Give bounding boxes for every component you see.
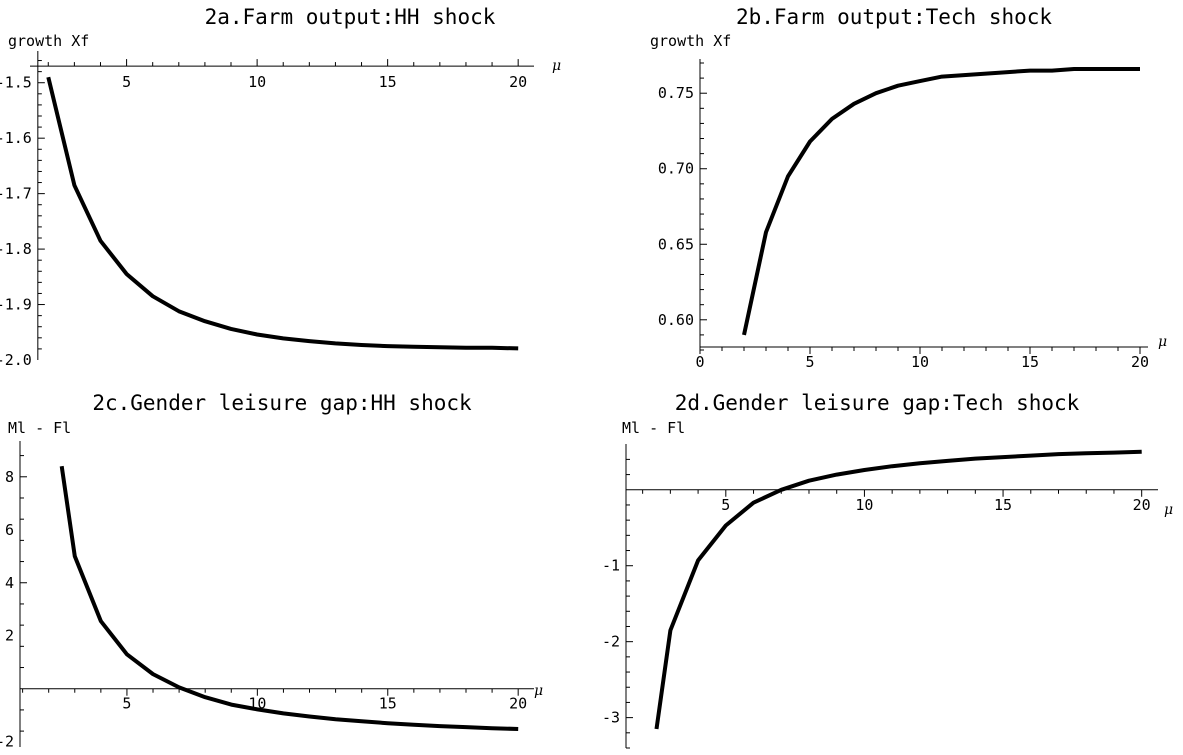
- x-tick-label: 5: [122, 695, 131, 713]
- panel-2b: 2b.Farm output:Tech shock growth Xf μ 0 5…: [650, 5, 1167, 371]
- panel-2a-marks: [46, 76, 519, 351]
- x-tick-label: 0: [695, 353, 704, 371]
- panel-2b-y-label: growth Xf: [650, 32, 731, 50]
- x-tick-label: 20: [509, 695, 527, 713]
- y-tick-label: 0.70: [658, 160, 694, 178]
- panel-2c: 2c.Gender leisure gap:HH shock Ml - Fl μ…: [0, 391, 543, 751]
- panel-2b-x-label: μ: [1158, 334, 1167, 350]
- panel-2d-marks: [654, 449, 1142, 730]
- y-tick-label: -1.7: [0, 185, 32, 203]
- panel-2b-title: 2b.Farm output:Tech shock: [736, 5, 1052, 29]
- panel-2c-y-label: Ml - Fl: [8, 419, 71, 437]
- series-line: [46, 76, 519, 351]
- y-tick-label: -1.5: [0, 74, 32, 92]
- x-tick-label: 5: [721, 496, 730, 514]
- y-tick-label: -1: [602, 557, 620, 575]
- panel-2d-title: 2d.Gender leisure gap:Tech shock: [675, 391, 1080, 415]
- panel-2a: 2a.Farm output:HH shock growth Xf μ 5 10 1…: [0, 5, 561, 369]
- x-tick-label: 20: [1131, 353, 1149, 371]
- panel-2c-marks: [59, 465, 519, 731]
- y-tick-label: 0.65: [658, 235, 694, 253]
- panel-2d-axes: 5 10 15 20 -1 -2 -3: [602, 444, 1158, 749]
- series-line: [742, 67, 1140, 336]
- x-tick-label: 5: [805, 353, 814, 371]
- panel-2d: 2d.Gender leisure gap:Tech shock Ml - Fl…: [602, 391, 1173, 749]
- x-tick-label: 10: [911, 353, 929, 371]
- panel-2a-title: 2a.Farm output:HH shock: [205, 5, 496, 29]
- y-tick-label: -2.0: [0, 351, 32, 369]
- panel-2c-x-label: μ: [534, 683, 543, 699]
- y-tick-label: -3: [602, 709, 620, 727]
- y-tick-label: 6: [5, 521, 14, 539]
- y-tick-label: -2: [602, 633, 620, 651]
- x-tick-label: 15: [379, 73, 397, 91]
- y-tick-label: 2: [5, 627, 14, 645]
- series-line: [59, 465, 519, 731]
- panel-2d-x-label: μ: [1164, 502, 1173, 518]
- panel-2c-title: 2c.Gender leisure gap:HH shock: [92, 391, 472, 415]
- x-tick-label: 15: [379, 695, 397, 713]
- y-tick-label: -2: [0, 733, 14, 751]
- panel-2b-axes: 0 5 10 15 20 0.60 0.65 0.70 0.75: [658, 59, 1149, 371]
- panel-2a-axes: 5 10 15 20 -1.5 -1.6 -1.7 -1.8 -1.9 -2.0: [0, 51, 534, 369]
- x-tick-label: 5: [122, 73, 131, 91]
- x-tick-label: 20: [509, 73, 527, 91]
- x-tick-label: 15: [994, 496, 1012, 514]
- series-line: [654, 449, 1142, 730]
- x-tick-label: 20: [1133, 496, 1151, 514]
- y-tick-label: -1.8: [0, 240, 32, 258]
- panel-2a-x-label: μ: [552, 58, 561, 74]
- x-tick-label: 10: [248, 73, 266, 91]
- y-tick-label: 8: [5, 468, 14, 486]
- panel-2d-y-label: Ml - Fl: [622, 419, 685, 437]
- x-tick-label: 10: [855, 496, 873, 514]
- y-tick-label: 4: [5, 574, 14, 592]
- panel-2b-marks: [742, 67, 1140, 336]
- y-tick-label: 0.60: [658, 311, 694, 329]
- panel-2a-y-label: growth Xf: [8, 32, 89, 50]
- y-tick-label: -1.6: [0, 129, 32, 147]
- y-tick-label: 0.75: [658, 84, 694, 102]
- x-tick-label: 15: [1021, 353, 1039, 371]
- y-tick-label: -1.9: [0, 296, 32, 314]
